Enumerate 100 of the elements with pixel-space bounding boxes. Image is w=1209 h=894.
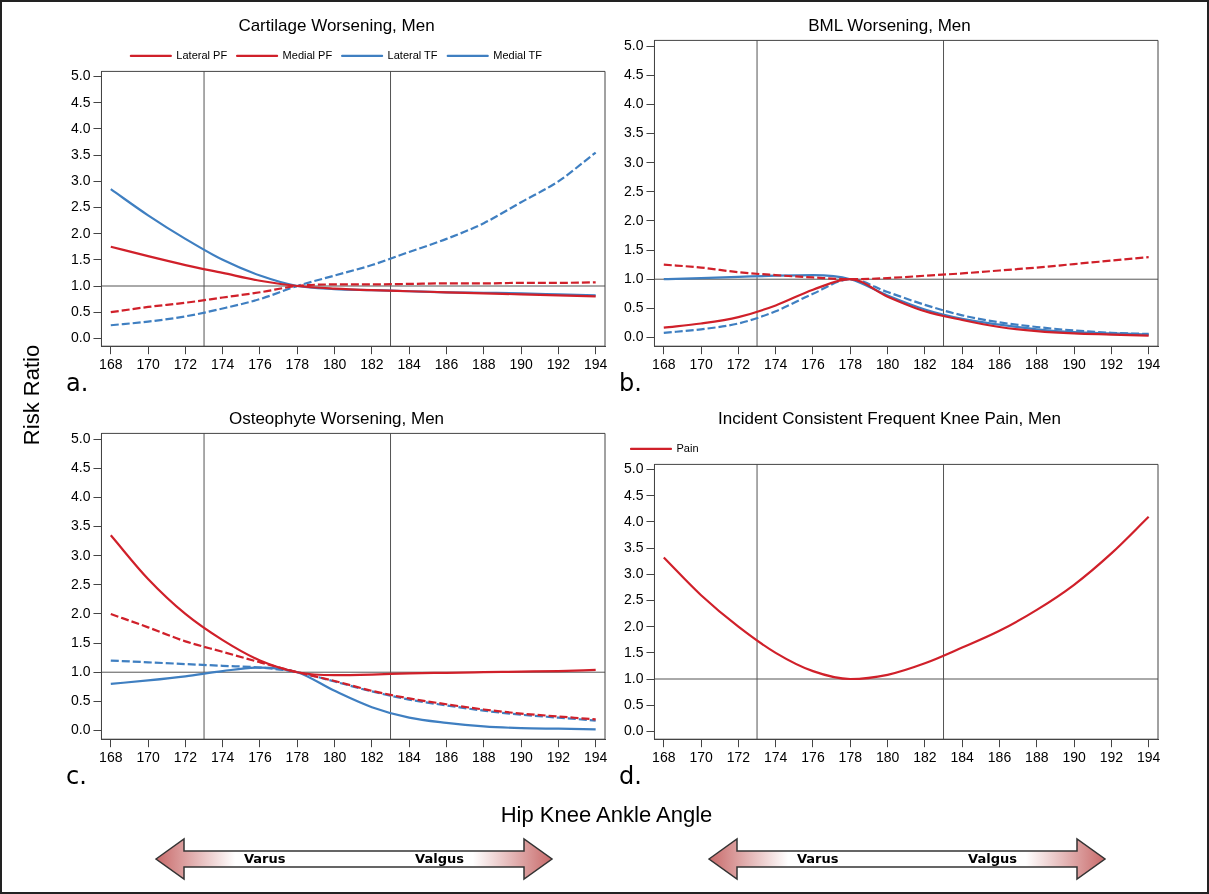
y-tick-label: 0.5	[623, 299, 644, 316]
x-tick-label: 174	[764, 356, 788, 373]
y-tick-label: 3.5	[70, 146, 91, 163]
y-tick-label: 4.0	[623, 95, 644, 112]
x-tick-label: 168	[99, 356, 123, 373]
x-tick-label: 190	[1062, 749, 1086, 766]
x-tick-label: 194	[584, 749, 608, 766]
y-tick-label: 1.0	[70, 276, 91, 293]
x-tick-label: 186	[987, 749, 1012, 766]
y-tick-label: 1.0	[70, 663, 91, 680]
x-tick-label: 188	[472, 749, 496, 766]
x-tick-label: 194	[584, 356, 608, 373]
text: Varus	[797, 851, 839, 866]
y-tick-label: 0.0	[623, 722, 644, 739]
y-tick-label: 2.0	[70, 224, 91, 241]
x-tick-label: 190	[509, 749, 533, 766]
x-tick-label: 192	[546, 356, 571, 373]
y-tick-label: 5.0	[623, 460, 644, 477]
y-tick-label: 3.0	[623, 153, 644, 170]
x-tick-label: 192	[546, 749, 571, 766]
text: Valgus	[968, 851, 1017, 866]
y-tick-label: 3.5	[623, 539, 644, 556]
x-tick-label: 184	[950, 356, 975, 373]
x-tick-label: 188	[1025, 749, 1049, 766]
x-tick-label: 176	[801, 749, 825, 766]
y-tick-label: 1.5	[70, 250, 91, 267]
y-tick-label: 0.5	[70, 303, 91, 320]
x-tick-label: 186	[987, 356, 1012, 373]
x-tick-label: 182	[360, 749, 384, 766]
line-series	[109, 151, 597, 327]
y-tick-label: 5.0	[70, 430, 91, 447]
y-tick-label: 3.0	[623, 565, 644, 582]
y-tick-label: 3.0	[70, 546, 91, 563]
legend-label: Lateral TF	[387, 48, 438, 61]
x-tick-label: 184	[950, 749, 975, 766]
x-tick-label: 182	[360, 356, 384, 373]
y-tick-label: 3.5	[70, 517, 91, 534]
legend-label: Lateral PF	[176, 48, 228, 61]
x-tick-label: 170	[136, 356, 160, 373]
x-axis-title: Hip Knee Ankle Angle	[499, 802, 714, 828]
y-tick-label: 4.5	[623, 486, 644, 503]
y-axis-title: Risk Ratio	[19, 343, 45, 448]
y-tick-label: 2.0	[70, 604, 91, 621]
y-tick-label: 1.5	[70, 633, 91, 650]
y-tick-label: 4.0	[70, 119, 91, 136]
x-tick-label: 182	[913, 749, 937, 766]
x-tick-label: 184	[397, 749, 422, 766]
y-tick-label: 2.5	[623, 591, 644, 608]
text: Valgus	[415, 851, 464, 866]
y-tick-label: 5.0	[70, 67, 91, 84]
legend-label: Pain	[676, 441, 699, 454]
x-tick-label: 190	[1062, 356, 1086, 373]
line-series	[662, 515, 1150, 681]
x-tick-label: 172	[726, 356, 751, 373]
x-tick-label: 178	[838, 356, 863, 373]
x-tick-label: 170	[136, 749, 160, 766]
legend-label: Medial TF	[493, 48, 543, 61]
x-tick-label: 194	[1137, 356, 1161, 373]
x-tick-label: 188	[1025, 356, 1049, 373]
x-tick-label: 188	[472, 356, 496, 373]
text: a.	[66, 369, 89, 398]
x-tick-label: 178	[285, 356, 310, 373]
x-tick-label: 168	[652, 749, 676, 766]
x-tick-label: 184	[397, 356, 422, 373]
y-tick-label: 2.5	[623, 182, 644, 199]
y-tick-label: 1.5	[623, 643, 644, 660]
x-tick-label: 168	[99, 749, 123, 766]
x-tick-label: 168	[652, 356, 676, 373]
chart-title: Cartilage Worsening, Men	[238, 15, 435, 35]
y-tick-label: 0.5	[70, 692, 91, 709]
x-tick-label: 178	[838, 749, 863, 766]
y-tick-label: 2.5	[70, 575, 91, 592]
y-tick-label: 4.5	[70, 459, 91, 476]
y-tick-label: 3.0	[70, 172, 91, 189]
y-tick-label: 3.5	[623, 124, 644, 141]
x-tick-label: 194	[1137, 749, 1161, 766]
x-tick-label: 176	[248, 356, 272, 373]
x-tick-label: 172	[726, 749, 751, 766]
text: b.	[619, 369, 642, 398]
x-tick-label: 180	[322, 356, 347, 373]
y-tick-label: 0.0	[623, 328, 644, 345]
chart-title: BML Worsening, Men	[808, 15, 971, 35]
x-tick-label: 186	[434, 356, 459, 373]
y-tick-label: 5.0	[623, 37, 644, 54]
text: c.	[66, 762, 87, 791]
x-tick-label: 174	[211, 356, 235, 373]
y-tick-label: 4.0	[623, 512, 644, 529]
x-tick-label: 180	[875, 749, 900, 766]
y-tick-label: 1.5	[623, 240, 644, 257]
y-tick-label: 2.5	[70, 198, 91, 215]
x-tick-label: 172	[173, 356, 198, 373]
y-tick-label: 4.5	[623, 66, 644, 83]
x-tick-label: 190	[509, 356, 533, 373]
y-tick-label: 1.0	[623, 270, 644, 287]
y-tick-label: 0.0	[70, 329, 91, 346]
x-tick-label: 170	[689, 356, 713, 373]
x-tick-label: 186	[434, 749, 459, 766]
chart-title: Incident Consistent Frequent Knee Pain, Men	[717, 408, 1062, 428]
x-tick-label: 176	[801, 356, 825, 373]
x-tick-label: 178	[285, 749, 310, 766]
